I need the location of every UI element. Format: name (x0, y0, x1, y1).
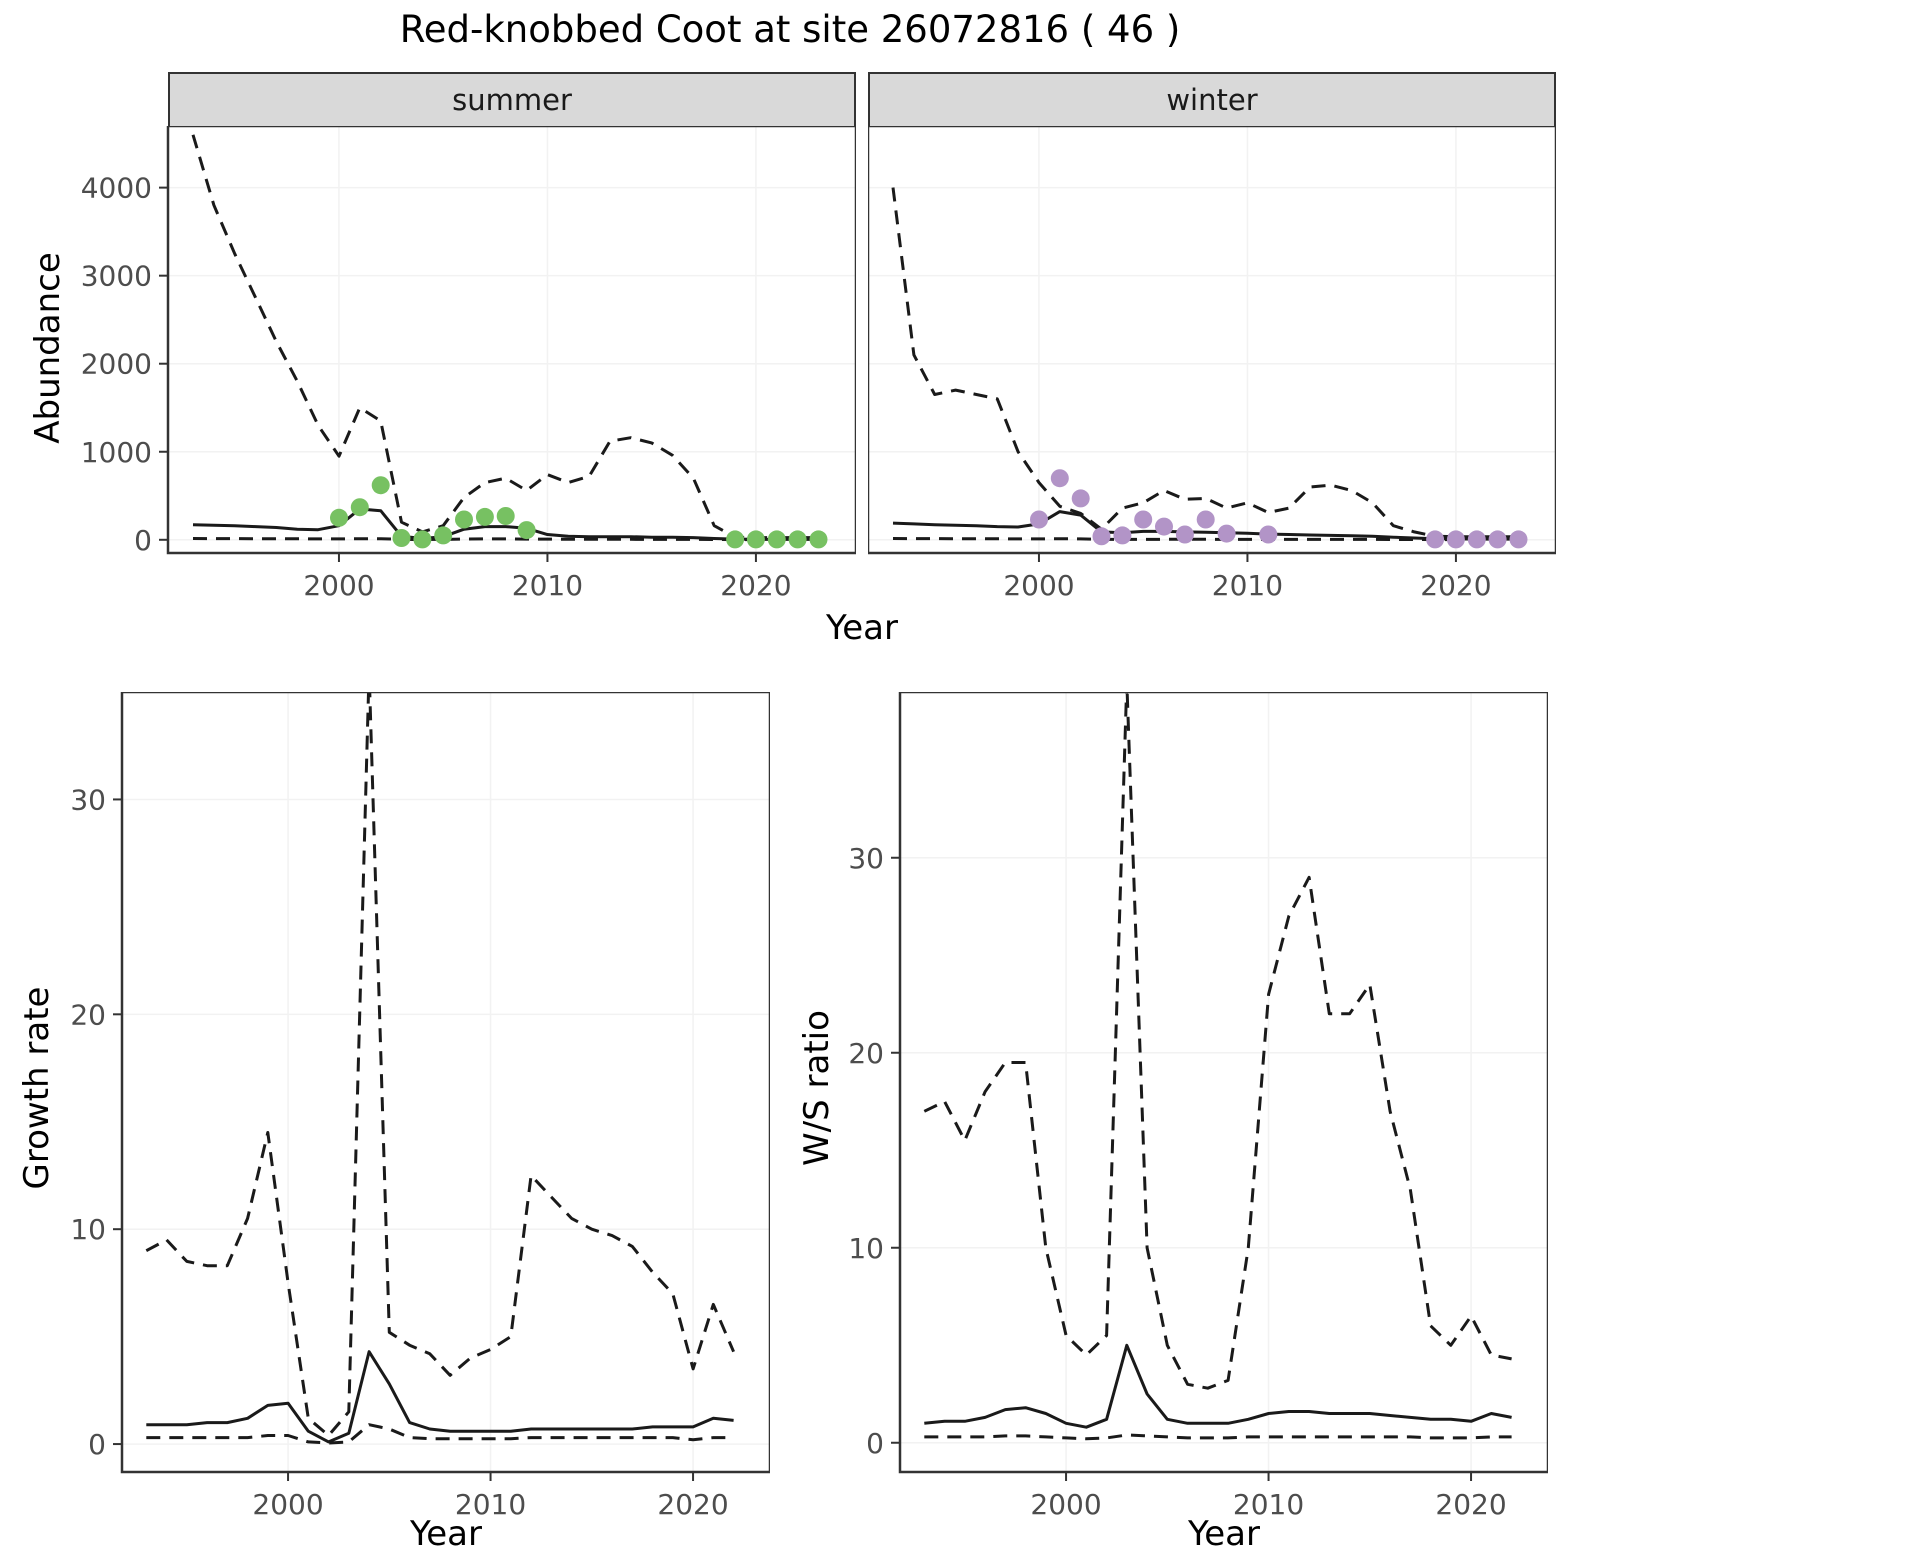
ws-ratio-chart: 2000 2010 2020 0 10 20 30 (826, 690, 1550, 1526)
growth-rate-y-axis-label: Growth rate (17, 986, 57, 1190)
abundance-summer-observation-point (726, 530, 745, 549)
abundance-winter-chart: 2000 2010 2020 (866, 124, 1558, 607)
abundance-summer-observation-point (455, 510, 473, 529)
growth-rate-x-tick-label: 2000 (252, 1488, 323, 1521)
abundance-summer-observation-point (809, 530, 828, 549)
abundance-winter-observation-point (1217, 524, 1236, 543)
growth-rate-lower_ci-line (146, 1423, 734, 1445)
abundance-summer-observation-point (330, 508, 348, 527)
abundance-winter-observation-point (1134, 510, 1153, 529)
abundance-summer-panel-background (168, 126, 856, 553)
facet-strip-winter: winter (868, 72, 1556, 128)
abundance-winter-observation-point (1196, 510, 1215, 529)
abundance-winter-observation-point (1446, 530, 1465, 549)
abundance-winter-observation-point (1426, 530, 1445, 549)
abundance-winter-canvas: 2000 2010 2020 (866, 124, 1558, 602)
ws-ratio-mean-line (924, 1343, 1512, 1429)
ws-ratio-canvas: 2000 2010 2020 0 10 20 30 (848, 690, 1550, 1521)
abundance-winter-observation-point (1071, 489, 1090, 508)
abundance-summer-x-tick-label: 2000 (303, 569, 374, 602)
top-x-axis-label: Year (826, 608, 898, 648)
abundance-winter-observation-point (1509, 530, 1528, 549)
abundance-summer-y-tick-label: 2000 (81, 348, 152, 381)
abundance-winter-observation-point (1092, 527, 1111, 546)
abundance-summer-observation-point (350, 498, 369, 517)
facet-strip-summer: summer (168, 72, 856, 128)
growth-rate-panel-background (122, 692, 770, 1472)
facet-strip-summer-label: summer (452, 83, 572, 117)
facet-strip-winter-label: winter (1166, 83, 1258, 117)
ws-ratio-x-tick-label: 2000 (1030, 1488, 1101, 1521)
growth-rate-x-axis-label: Year (410, 1514, 482, 1554)
abundance-winter-panel-background (868, 126, 1556, 553)
abundance-winter-observation-point (1467, 530, 1486, 549)
abundance-summer-observation-point (392, 529, 411, 547)
ws-ratio-x-tick-label: 2020 (1435, 1488, 1506, 1521)
ws-ratio-x-tick-label: 2010 (1233, 1488, 1304, 1521)
abundance-summer-observation-point (746, 530, 765, 549)
abundance-summer-observation-point (788, 530, 807, 549)
abundance-summer-observation-point (413, 530, 432, 549)
abundance-winter-observation-point (1113, 526, 1132, 545)
abundance-winter-x-tick-label: 2020 (1420, 569, 1491, 602)
ws-ratio-panel-background (900, 692, 1548, 1472)
growth-rate-y-tick-label: 0 (88, 1428, 106, 1461)
abundance-summer-observation-point (434, 526, 453, 545)
abundance-summer-upper_ci-line (191, 134, 819, 540)
growth-rate-y-tick-label: 30 (70, 783, 106, 816)
ws-ratio-y-tick-label: 10 (848, 1232, 884, 1265)
abundance-summer-observation-point (475, 507, 494, 526)
abundance-summer-x-tick-label: 2010 (512, 569, 583, 602)
growth-rate-chart: 2000 2010 2020 0 10 20 30 (48, 690, 772, 1526)
growth-rate-x-tick-label: 2010 (455, 1488, 526, 1521)
abundance-y-axis-label: Abundance (28, 252, 68, 444)
abundance-summer-mean-line (192, 507, 819, 541)
abundance-winter-lower_ci-line (892, 537, 1519, 542)
growth-rate-y-tick-label: 20 (70, 998, 106, 1031)
ws-ratio-y-axis-label: W/S ratio (797, 1010, 837, 1166)
abundance-winter-observation-point (1030, 510, 1048, 529)
abundance-summer-canvas: 2000 2010 2020 0 1000 2000 3000 4000 (81, 124, 858, 602)
abundance-summer-chart: 2000 2010 2020 0 1000 2000 3000 4000 (78, 124, 858, 607)
ws-ratio-y-tick-label: 20 (848, 1037, 884, 1070)
abundance-winter-observation-point (1155, 517, 1173, 536)
abundance-summer-lower_ci-line (192, 537, 819, 542)
abundance-summer-x-tick-label: 2020 (720, 569, 791, 602)
ws-ratio-lower_ci-line (924, 1433, 1512, 1441)
abundance-winter-observation-point (1488, 530, 1507, 549)
abundance-summer-y-tick-label: 0 (134, 524, 152, 557)
abundance-summer-observation-point (371, 476, 390, 495)
ws-ratio-upper_ci-line (923, 692, 1512, 1390)
ws-ratio-y-tick-label: 0 (866, 1427, 884, 1460)
abundance-winter-x-tick-label: 2010 (1212, 569, 1283, 602)
abundance-summer-y-tick-label: 4000 (81, 172, 152, 205)
growth-rate-x-tick-label: 2020 (657, 1488, 728, 1521)
growth-rate-y-tick-label: 10 (70, 1213, 106, 1246)
abundance-winter-observation-point (1175, 525, 1194, 544)
abundance-winter-observation-point (1259, 525, 1278, 544)
abundance-winter-mean-line (892, 510, 1519, 541)
abundance-summer-observation-point (517, 521, 536, 540)
ws-ratio-x-axis-label: Year (1188, 1514, 1260, 1554)
growth-rate-upper_ci-line (145, 692, 735, 1437)
growth-rate-canvas: 2000 2010 2020 0 10 20 30 (70, 690, 772, 1521)
ws-ratio-y-tick-label: 30 (848, 842, 884, 875)
abundance-winter-observation-point (1050, 469, 1069, 488)
abundance-summer-y-tick-label: 3000 (81, 260, 152, 293)
abundance-summer-observation-point (496, 507, 515, 525)
abundance-summer-observation-point (767, 530, 786, 549)
abundance-winter-x-tick-label: 2000 (1003, 569, 1074, 602)
growth-rate-mean-line (146, 1350, 734, 1444)
chart-title: Red-knobbed Coot at site 26072816 ( 46 ) (399, 8, 1181, 51)
abundance-winter-upper_ci-line (891, 187, 1519, 539)
abundance-summer-y-tick-label: 1000 (81, 436, 152, 469)
